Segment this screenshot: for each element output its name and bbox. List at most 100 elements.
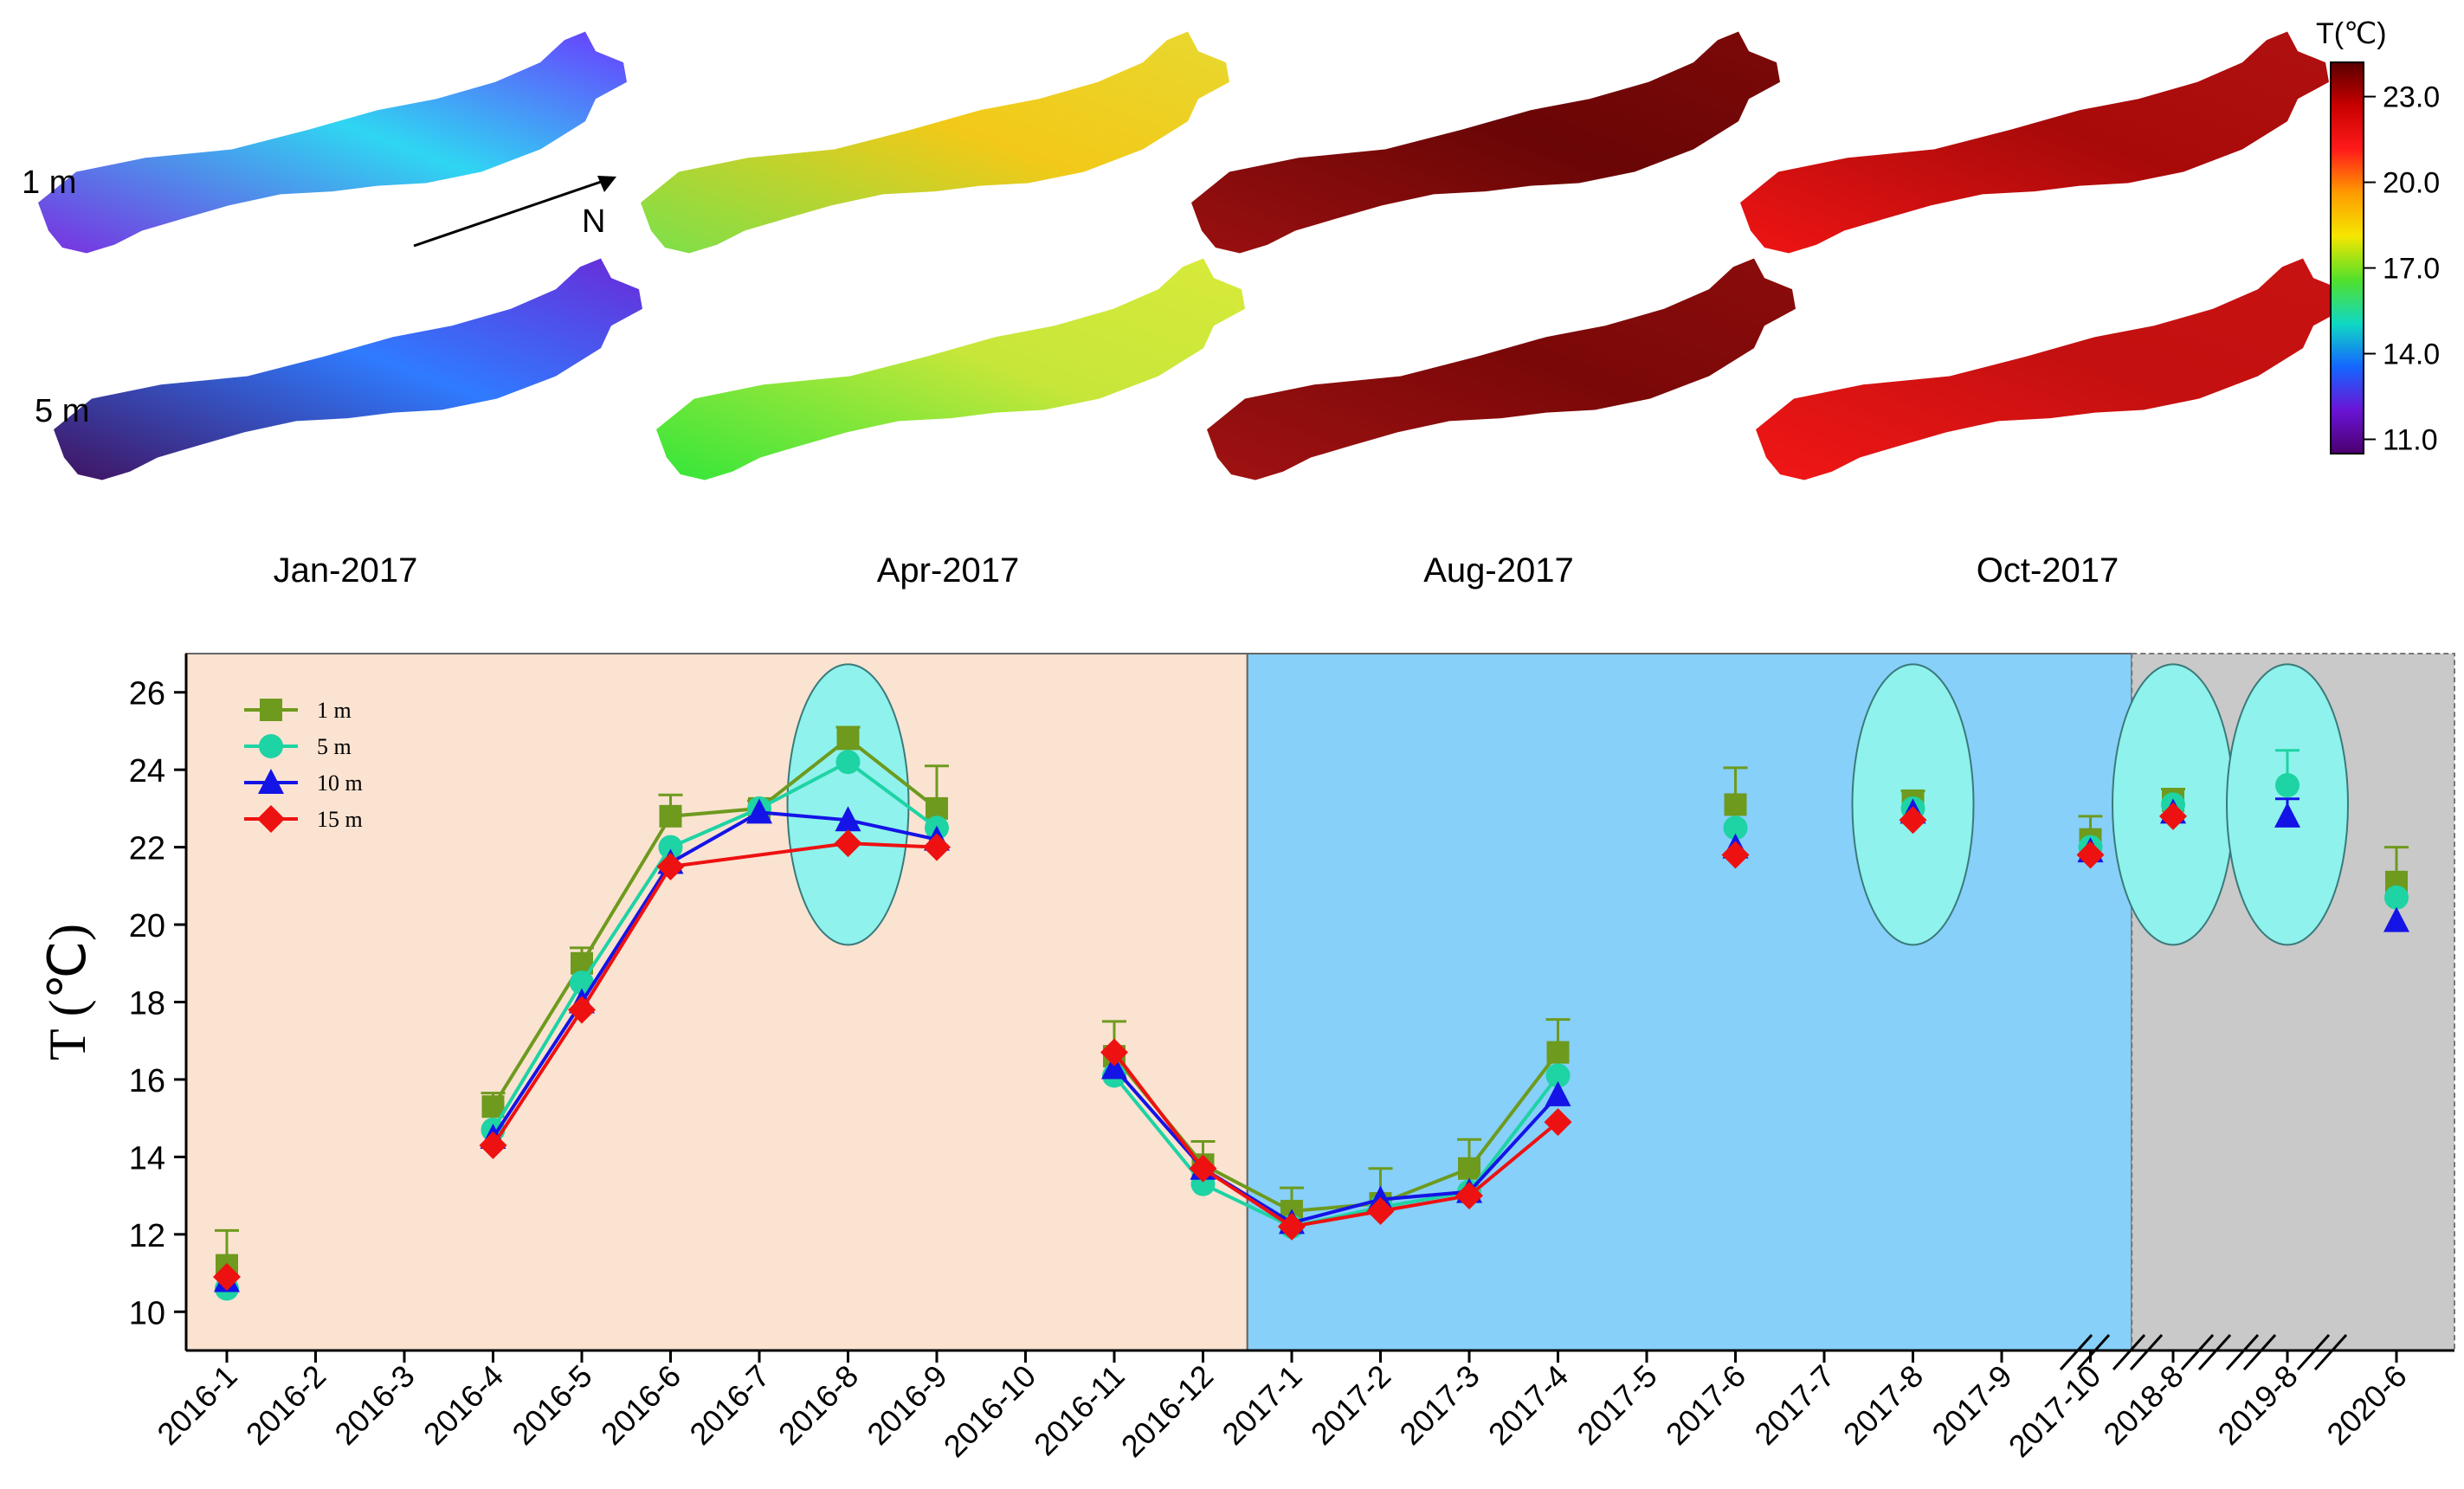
lake-map-1m bbox=[1191, 31, 1780, 254]
series-line bbox=[491, 810, 938, 1139]
y-tick-label: 20 bbox=[129, 908, 165, 944]
data-point bbox=[659, 804, 682, 828]
data-point bbox=[835, 806, 861, 832]
data-point bbox=[1721, 841, 1750, 869]
map-panel-oct-2017: Oct-2017 bbox=[1740, 31, 2345, 590]
data-point bbox=[1101, 1054, 1127, 1080]
background-region-2016-12-to-2017-10 bbox=[1246, 653, 2133, 1351]
colorbar-tick-label: 11.0 bbox=[2383, 424, 2438, 457]
axis-break-mark bbox=[2180, 1333, 2215, 1371]
lake-map-5m bbox=[656, 258, 1245, 480]
legend-label: 15 m bbox=[317, 807, 363, 832]
depth-label-5m: 5 m bbox=[35, 393, 89, 429]
axis-break-mark bbox=[2059, 1333, 2093, 1371]
x-tick-label: 2016-12 bbox=[1114, 1358, 1220, 1464]
data-point bbox=[1278, 1212, 1306, 1241]
colorbar-tick-label: 14.0 bbox=[2383, 338, 2440, 371]
map-panel-apr-2017: Apr-2017 bbox=[641, 31, 1245, 590]
legend-marker bbox=[257, 805, 285, 833]
colorbar-tick-label: 17.0 bbox=[2383, 253, 2440, 286]
x-tick-label: 2016-10 bbox=[937, 1358, 1042, 1464]
lake-map-5m bbox=[54, 258, 642, 480]
y-tick-label: 26 bbox=[129, 676, 165, 712]
data-point bbox=[1100, 1038, 1128, 1067]
data-point bbox=[2076, 841, 2105, 869]
y-axis-label: T (℃) bbox=[39, 924, 96, 1060]
x-tick-label: 2016-5 bbox=[505, 1358, 598, 1452]
axis-break-mark bbox=[2242, 1333, 2277, 1371]
legend-marker bbox=[259, 734, 283, 758]
colorbar-tick-label: 23.0 bbox=[2383, 81, 2440, 114]
data-point bbox=[1723, 815, 1748, 841]
lake-map-5m bbox=[1207, 258, 1796, 480]
depth-label-1m: 1 m bbox=[22, 164, 76, 201]
x-tick-label: 2017-10 bbox=[2002, 1358, 2107, 1464]
map-panel-jan-2017: Jan-2017 bbox=[38, 31, 642, 590]
y-tick-label: 12 bbox=[129, 1218, 165, 1254]
data-point bbox=[836, 727, 860, 751]
axis-break-mark bbox=[2225, 1333, 2260, 1371]
data-point bbox=[1545, 1080, 1571, 1106]
map-panels: Jan-2017 Apr-2017 Aug-2017 Oct-2017 bbox=[38, 31, 2345, 590]
x-tick-label: 2016-8 bbox=[771, 1358, 865, 1452]
x-tick-label: 2016-4 bbox=[416, 1358, 510, 1452]
map-date-label: Oct-2017 bbox=[1977, 551, 2119, 590]
axis-break-mark bbox=[2313, 1333, 2348, 1371]
legend-marker bbox=[258, 769, 284, 794]
data-point bbox=[2275, 773, 2300, 798]
north-arrowhead-icon bbox=[597, 176, 616, 192]
data-point bbox=[746, 798, 772, 824]
x-tick-label: 2017-6 bbox=[1659, 1358, 1752, 1452]
x-tick-label: 2016-1 bbox=[150, 1358, 243, 1452]
north-arrow-shaft bbox=[413, 178, 607, 248]
x-tick-label: 2017-5 bbox=[1570, 1358, 1663, 1452]
y-tick-label: 24 bbox=[129, 753, 165, 790]
data-point bbox=[1546, 1041, 1570, 1064]
lake-map-1m bbox=[641, 31, 1229, 254]
axis-break-mark bbox=[2129, 1333, 2164, 1371]
lake-map-1m bbox=[38, 31, 627, 254]
x-tick-label: 2016-11 bbox=[1027, 1358, 1132, 1463]
data-point bbox=[479, 1131, 507, 1159]
legend-label: 1 m bbox=[317, 698, 352, 723]
background-regions bbox=[185, 653, 2455, 1351]
north-label: N bbox=[582, 203, 605, 240]
y-tick-label: 16 bbox=[129, 1063, 165, 1099]
legend-marker bbox=[260, 699, 282, 721]
data-point bbox=[570, 970, 594, 996]
legend: 1 m 5 m 10 m 15 m bbox=[244, 698, 363, 833]
series-line bbox=[491, 736, 939, 1108]
x-tick-label: 2017-8 bbox=[1836, 1358, 1930, 1452]
series-layer bbox=[213, 725, 2409, 1301]
x-tick-label: 2017-3 bbox=[1392, 1358, 1486, 1452]
x-tick-label: 2016-2 bbox=[239, 1358, 332, 1452]
data-point bbox=[2274, 802, 2300, 828]
data-point bbox=[1545, 1063, 1571, 1088]
data-point bbox=[1189, 1154, 1217, 1183]
data-point bbox=[656, 852, 685, 880]
series-line bbox=[1113, 1074, 1560, 1228]
data-point bbox=[1899, 806, 1927, 835]
lake-map-1m bbox=[1740, 31, 2329, 254]
x-tick-label: 2017-2 bbox=[1304, 1358, 1397, 1452]
y-tick-label: 22 bbox=[129, 831, 165, 867]
x-tick-label: 2019-8 bbox=[2210, 1358, 2304, 1452]
data-point bbox=[213, 1263, 241, 1292]
lake-map-5m bbox=[1756, 258, 2345, 480]
data-point bbox=[1366, 1197, 1395, 1225]
map-date-label: Apr-2017 bbox=[877, 551, 1020, 590]
axis-break-mark bbox=[2112, 1333, 2146, 1371]
x-tick-label: 2020-6 bbox=[2319, 1358, 2413, 1452]
background-region-2016-1-to-2016-12 bbox=[185, 653, 1248, 1351]
axis-break-mark bbox=[2296, 1333, 2331, 1371]
legend-label: 10 m bbox=[317, 770, 363, 796]
data-point bbox=[658, 835, 683, 860]
data-point bbox=[923, 833, 951, 861]
colorbar-gradient bbox=[2330, 61, 2364, 454]
data-point bbox=[2159, 802, 2187, 830]
x-tick-label: 2016-3 bbox=[327, 1358, 421, 1452]
data-point bbox=[835, 750, 861, 775]
map-date-label: Aug-2017 bbox=[1423, 551, 1573, 590]
legend-label: 5 m bbox=[317, 734, 352, 759]
map-strip: Jan-2017 Apr-2017 Aug-2017 Oct-2017 1 m 5 m… bbox=[22, 17, 2440, 590]
